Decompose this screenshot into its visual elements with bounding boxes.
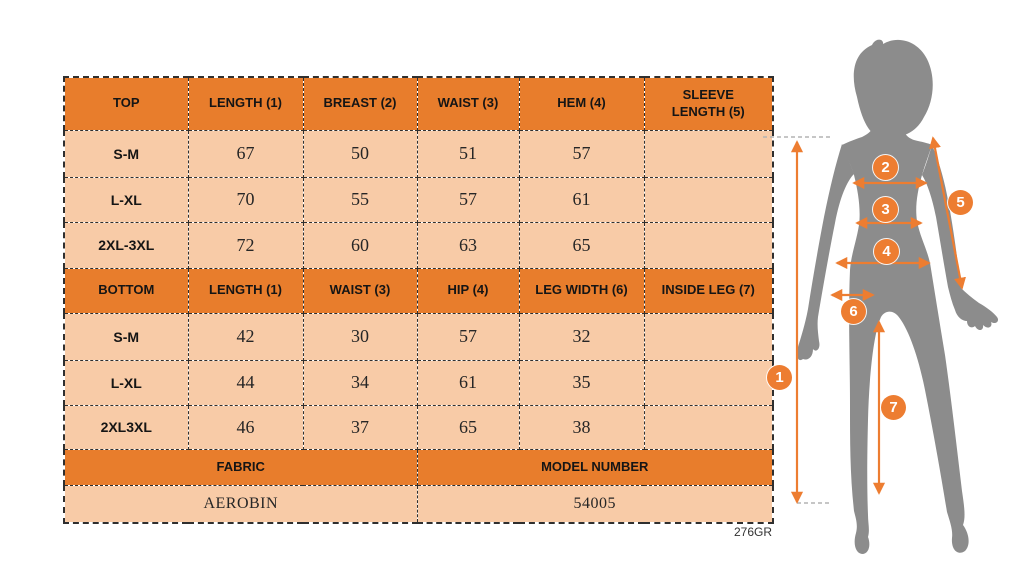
col-header-length: LENGTH (1) [187,76,304,131]
size-value-empty [643,359,774,406]
size-value: 63 [416,221,520,269]
model-number-value: 54005 [416,484,774,524]
size-value-empty [643,312,774,361]
size-chart-table: TOP LENGTH (1) BREAST (2) WAIST (3) HEM … [63,76,774,524]
col-header-inside-leg: INSIDE LEG (7) [643,267,774,314]
col-header-leg-width: LEG WIDTH (6) [518,267,645,314]
size-value: 55 [302,176,418,223]
size-value: 37 [302,404,418,450]
size-value-empty [643,221,774,269]
row-label-sm: S-M [63,129,189,178]
marker-badge-1: 1 [767,365,792,390]
size-value: 35 [518,359,645,406]
col-header-hip: HIP (4) [416,267,520,314]
size-value: 65 [416,404,520,450]
size-value: 51 [416,129,520,178]
table-row: L-XL 44 34 61 35 [63,359,774,406]
measurement-figure [763,39,999,554]
size-value: 70 [187,176,304,223]
marker-badge-4: 4 [874,239,899,264]
size-value: 34 [302,359,418,406]
arrow-sleeve-5 [929,136,966,290]
table-row: 2XL3XL 46 37 65 38 [63,404,774,450]
row-label-2xl3xl: 2XL-3XL [63,221,189,269]
col-header-waist: WAIST (3) [302,267,418,314]
model-number-header: MODEL NUMBER [416,448,774,486]
size-value: 57 [518,129,645,178]
size-value-empty [643,129,774,178]
fabric-value: AEROBIN [63,484,418,524]
size-value: 30 [302,312,418,361]
table-row: S-M 42 30 57 32 [63,312,774,361]
size-value: 57 [416,312,520,361]
size-value: 46 [187,404,304,450]
marker-badge-3: 3 [873,197,898,222]
table-row: FABRIC MODEL NUMBER [63,448,774,486]
size-value: 60 [302,221,418,269]
size-value: 61 [416,359,520,406]
row-label-2xl3xl: 2XL3XL [63,404,189,450]
col-header-sleeve-length: SLEEVE LENGTH (5) [643,76,774,131]
size-value: 67 [187,129,304,178]
col-header-hem: HEM (4) [518,76,645,131]
marker-badge-5: 5 [948,190,973,215]
size-value: 50 [302,129,418,178]
table-row: S-M 67 50 51 57 [63,129,774,178]
table-row: TOP LENGTH (1) BREAST (2) WAIST (3) HEM … [63,76,774,131]
top-section-header: TOP [63,76,189,131]
row-label-lxl: L-XL [63,359,189,406]
col-header-waist: WAIST (3) [416,76,520,131]
table-row: BOTTOM LENGTH (1) WAIST (3) HIP (4) LEG … [63,267,774,314]
table-row: AEROBIN 54005 [63,484,774,524]
col-header-breast: BREAST (2) [302,76,418,131]
size-value: 72 [187,221,304,269]
table-row: L-XL 70 55 57 61 [63,176,774,223]
row-label-sm: S-M [63,312,189,361]
marker-badge-7: 7 [881,395,906,420]
bottom-section-header: BOTTOM [63,267,189,314]
size-value: 65 [518,221,645,269]
size-value: 61 [518,176,645,223]
woman-silhouette [796,39,999,554]
size-value: 32 [518,312,645,361]
col-header-length: LENGTH (1) [187,267,304,314]
fabric-header: FABRIC [63,448,418,486]
marker-badge-6: 6 [841,299,866,324]
row-label-lxl: L-XL [63,176,189,223]
marker-badge-2: 2 [873,155,898,180]
weight-footnote: 276GR [733,525,772,539]
size-value: 44 [187,359,304,406]
size-value: 38 [518,404,645,450]
size-value: 42 [187,312,304,361]
table-row: 2XL-3XL 72 60 63 65 [63,221,774,269]
size-value: 57 [416,176,520,223]
